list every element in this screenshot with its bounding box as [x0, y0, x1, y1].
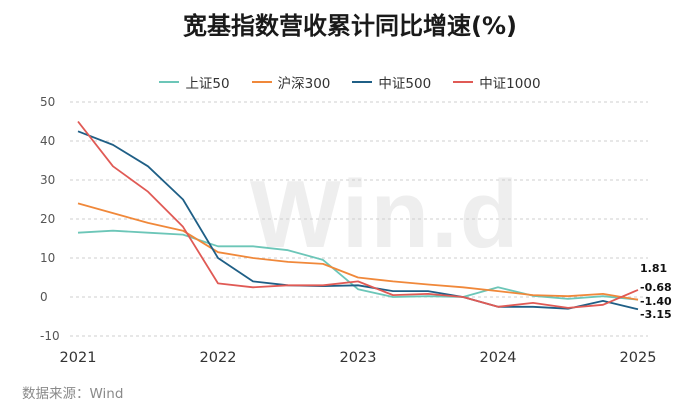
y-tick-label-10: 10 [40, 251, 55, 265]
x-tick-label-2024: 2024 [480, 350, 517, 366]
y-tick-label-20: 20 [40, 212, 55, 226]
x-tick-label-2023: 2023 [340, 350, 377, 366]
end-value-label-1: -0.68 [640, 281, 672, 294]
legend-label-zz500: 中证500 [378, 76, 432, 92]
legend-label-zz1000: 中证1000 [479, 76, 541, 92]
chart-legend: 上证50 沪深300 中证500 中证1000 [0, 72, 700, 92]
legend-item-zz1000[interactable]: 中证1000 [453, 72, 541, 92]
y-tick-label-30: 30 [40, 173, 55, 187]
legend-item-sz50[interactable]: 上证50 [159, 72, 230, 92]
end-value-label-0: 1.81 [640, 262, 667, 275]
legend-swatch-hs300 [251, 80, 272, 84]
legend-item-hs300[interactable]: 沪深300 [251, 72, 331, 92]
end-value-label-2: -1.40 [640, 295, 672, 308]
y-tick-label--10: -10 [40, 329, 60, 343]
wind-watermark: Win.d [250, 161, 521, 268]
end-value-label-3: -3.15 [640, 308, 672, 321]
y-tick-label-50: 50 [40, 95, 55, 109]
legend-swatch-zz500 [352, 80, 373, 84]
legend-swatch-sz50 [159, 80, 180, 84]
legend-item-zz500[interactable]: 中证500 [352, 72, 431, 92]
x-tick-label-2021: 2021 [60, 350, 97, 366]
y-tick-label-0: 0 [40, 290, 48, 304]
series-line-2 [77, 130, 639, 311]
series-line-1 [77, 202, 639, 301]
legend-label-hs300: 沪深300 [277, 76, 331, 92]
legend-swatch-zz1000 [453, 80, 474, 84]
data-source-note: 数据来源：Wind [22, 386, 124, 402]
series-line-3 [77, 120, 639, 309]
x-tick-label-2025: 2025 [620, 350, 657, 366]
y-tick-label-40: 40 [40, 134, 55, 148]
legend-label-sz50: 上证50 [185, 76, 230, 92]
chart-title: 宽基指数营收累计同比增速(%) [183, 12, 517, 40]
x-tick-label-2022: 2022 [200, 350, 237, 366]
series-line-0 [77, 229, 639, 301]
